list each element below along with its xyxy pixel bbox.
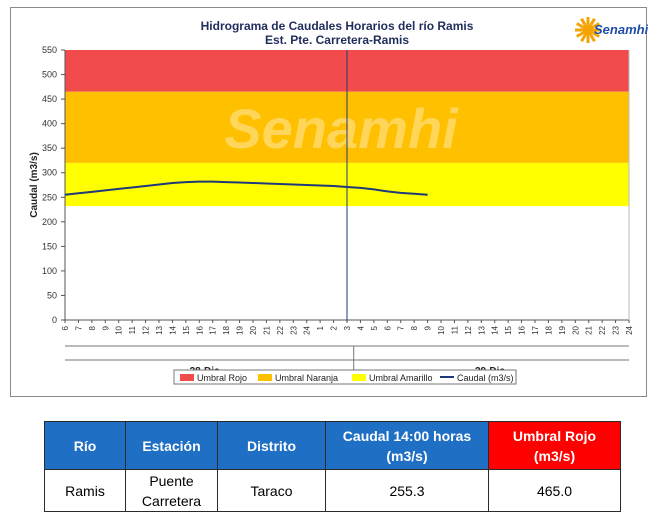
x-tick-label: 20 bbox=[571, 325, 580, 334]
x-tick-label: 15 bbox=[182, 325, 191, 334]
y-tick-label: 500 bbox=[42, 70, 57, 80]
hydrograph-chart: Hidrograma de Caudales Horarios del río … bbox=[29, 17, 648, 385]
x-tick-label: 17 bbox=[531, 325, 540, 334]
x-tick-label: 22 bbox=[276, 325, 285, 334]
x-tick-label: 19 bbox=[558, 325, 567, 334]
cell-umbral-rojo: 465.0 bbox=[488, 469, 621, 512]
legend-label: Umbral Naranja bbox=[275, 373, 338, 383]
x-tick-label: 7 bbox=[74, 325, 83, 330]
flow-table: Río Estación Distrito Caudal 14:00 horas… bbox=[44, 421, 621, 512]
x-tick-label: 14 bbox=[491, 325, 500, 334]
x-tick-label: 4 bbox=[356, 325, 365, 330]
x-tick-label: 6 bbox=[61, 325, 70, 330]
logo-text: Senamhi bbox=[594, 22, 648, 37]
x-tick-label: 2 bbox=[330, 325, 339, 330]
chart-subtitle: Est. Pte. Carretera-Ramis bbox=[265, 33, 409, 47]
y-tick-label: 350 bbox=[42, 143, 57, 153]
logo-sun-ray bbox=[580, 34, 587, 43]
logo-sun-ray bbox=[592, 31, 601, 38]
logo-sun-ray bbox=[592, 22, 601, 29]
series-line-caudal bbox=[64, 180, 428, 196]
cell-estacion: Puente Carretera bbox=[125, 469, 218, 512]
y-tick-label: 450 bbox=[42, 94, 57, 104]
logo-sun-ray bbox=[580, 17, 587, 26]
y-tick-label: 0 bbox=[52, 315, 57, 325]
x-tick-label: 15 bbox=[504, 325, 513, 334]
x-tick-label: 6 bbox=[383, 325, 392, 330]
cell-distrito: Taraco bbox=[217, 469, 326, 512]
x-tick-label: 19 bbox=[236, 325, 245, 334]
x-tick-label: 23 bbox=[612, 325, 621, 334]
header-estacion: Estación bbox=[125, 421, 218, 470]
x-tick-label: 18 bbox=[222, 325, 231, 334]
x-tick-label: 9 bbox=[101, 325, 110, 330]
x-tick-label: 20 bbox=[249, 325, 258, 334]
x-tick-label: 11 bbox=[128, 325, 137, 334]
y-tick-label: 200 bbox=[42, 217, 57, 227]
legend-swatch bbox=[352, 374, 366, 381]
x-tick-label: 11 bbox=[450, 325, 459, 334]
logo-sun-ray bbox=[589, 17, 596, 26]
logo-sun-ray bbox=[575, 31, 584, 38]
x-tick-label: 10 bbox=[115, 325, 124, 334]
x-tick-label: 16 bbox=[518, 325, 527, 334]
x-tick-label: 10 bbox=[437, 325, 446, 334]
y-tick-label: 50 bbox=[47, 290, 57, 300]
x-tick-label: 13 bbox=[155, 325, 164, 334]
header-umbral-rojo: Umbral Rojo (m3/s) bbox=[488, 421, 621, 470]
y-tick-label: 300 bbox=[42, 168, 57, 178]
y-tick-label: 550 bbox=[42, 45, 57, 55]
x-tick-label: 14 bbox=[168, 325, 177, 334]
x-tick-label: 8 bbox=[410, 325, 419, 330]
x-tick-label: 12 bbox=[464, 325, 473, 334]
x-tick-label: 18 bbox=[544, 325, 553, 334]
x-tick-label: 13 bbox=[477, 325, 486, 334]
x-tick-label: 21 bbox=[585, 325, 594, 334]
x-tick-label: 12 bbox=[142, 325, 151, 334]
y-axis-label: Caudal (m3/s) bbox=[29, 152, 40, 218]
legend-swatch bbox=[258, 374, 272, 381]
x-tick-label: 17 bbox=[209, 325, 218, 334]
legend-swatch bbox=[180, 374, 194, 381]
chart-frame: Hidrograma de Caudales Horarios del río … bbox=[10, 7, 648, 397]
cell-rio: Ramis bbox=[44, 469, 126, 512]
y-tick-label: 250 bbox=[42, 192, 57, 202]
header-caudal: Caudal 14:00 horas (m3/s) bbox=[325, 421, 489, 470]
y-tick-label: 100 bbox=[42, 266, 57, 276]
x-tick-label: 22 bbox=[598, 325, 607, 334]
x-tick-label: 8 bbox=[88, 325, 97, 330]
x-tick-label: 21 bbox=[262, 325, 271, 334]
logo-sun-icon bbox=[582, 24, 594, 36]
logo-sun-ray bbox=[589, 34, 596, 43]
x-tick-label: 9 bbox=[424, 325, 433, 330]
chart-title: Hidrograma de Caudales Horarios del río … bbox=[201, 19, 474, 33]
header-rio: Río bbox=[44, 421, 126, 470]
legend-label: Caudal (m3/s) bbox=[457, 373, 514, 383]
y-tick-label: 150 bbox=[42, 241, 57, 251]
x-tick-label: 5 bbox=[370, 325, 379, 330]
y-tick-label: 400 bbox=[42, 119, 57, 129]
legend-label: Umbral Rojo bbox=[197, 373, 247, 383]
x-tick-label: 1 bbox=[316, 325, 325, 330]
senamhi-watermark: Senamhi bbox=[224, 97, 459, 160]
x-tick-label: 16 bbox=[195, 325, 204, 334]
x-tick-label: 23 bbox=[289, 325, 298, 334]
table-header-row: Río Estación Distrito Caudal 14:00 horas… bbox=[44, 421, 621, 470]
cell-caudal: 255.3 bbox=[325, 469, 489, 512]
header-distrito: Distrito bbox=[217, 421, 326, 470]
x-tick-label: 24 bbox=[625, 325, 634, 334]
logo-sun-ray bbox=[575, 22, 584, 29]
x-tick-label: 24 bbox=[303, 325, 312, 334]
x-tick-label: 3 bbox=[343, 325, 352, 330]
legend-label: Umbral Amarillo bbox=[369, 373, 433, 383]
x-tick-label: 7 bbox=[397, 325, 406, 330]
table-row: Ramis Puente Carretera Taraco 255.3 465.… bbox=[44, 469, 621, 512]
